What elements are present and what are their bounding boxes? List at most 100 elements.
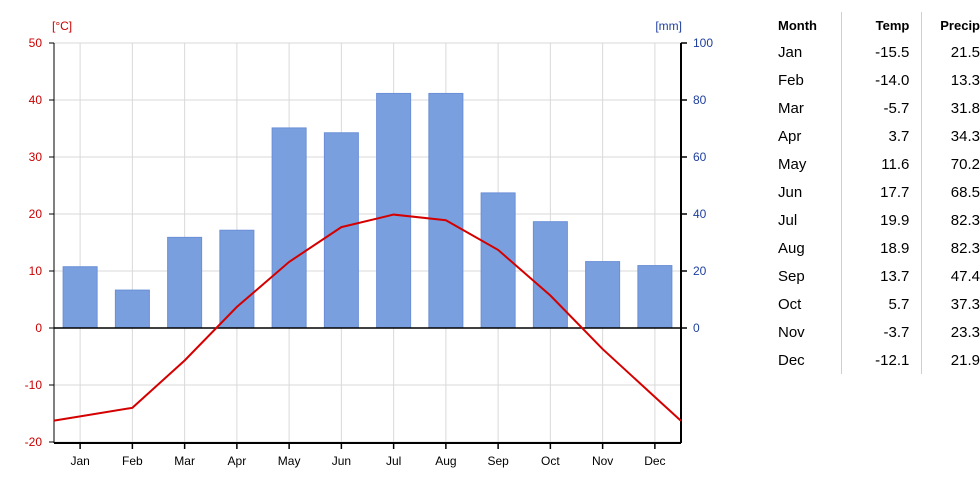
precip-bar-apr: [219, 229, 255, 329]
tick-label-x: Mar: [174, 454, 195, 468]
table-row: Aug 18.9 82.3: [768, 234, 980, 262]
table-row: Nov -3.7 23.3: [768, 318, 980, 346]
tick-label-right: 20: [693, 264, 707, 278]
climate-table: Month Temp Precip Jan -15.5 21.5 Feb -14.0 1…: [768, 12, 980, 374]
tick-label-left: 10: [29, 264, 43, 278]
cell-temp: 5.7: [840, 290, 922, 318]
tick-label-right: 100: [693, 36, 713, 50]
cell-precip: 82.3: [921, 234, 980, 262]
tick-label-x: Nov: [592, 454, 613, 468]
cell-month: Apr: [778, 127, 802, 145]
tick-label-x: Feb: [122, 454, 143, 468]
cell-temp: -15.5: [840, 38, 922, 66]
cell-month: Feb: [778, 71, 804, 89]
cell-month: Jun: [778, 183, 803, 201]
tick-label-left: 40: [29, 93, 43, 107]
cell-month: Aug: [778, 239, 805, 257]
cell-temp: -3.7: [840, 318, 922, 346]
cell-month: Jan: [778, 43, 803, 61]
cell-precip: 82.3: [921, 206, 980, 234]
cell-precip: 31.8: [921, 94, 980, 122]
cell-temp: -5.7: [840, 94, 922, 122]
header-precip: Precip: [921, 12, 980, 38]
precip-bar-jun: [323, 132, 359, 329]
chart-grid: [54, 42, 681, 443]
cell-month: Dec: [778, 351, 805, 369]
cell-precip: 21.5: [921, 38, 980, 66]
precip-bar-may: [271, 127, 307, 329]
cell-precip: 21.9: [921, 346, 980, 374]
cell-month: Sep: [778, 267, 805, 285]
cell-month: Jul: [778, 211, 798, 229]
precip-bars: [62, 92, 673, 329]
tick-label-right: 0: [693, 321, 700, 335]
table-row: Jul 19.9 82.3: [768, 206, 980, 234]
tick-label-x: May: [278, 454, 301, 468]
tick-label-x: Dec: [644, 454, 665, 468]
cell-temp: 3.7: [840, 122, 922, 150]
cell-temp: 17.7: [840, 178, 922, 206]
cell-temp: -14.0: [840, 66, 922, 94]
cell-month: May: [778, 155, 807, 173]
cell-temp: 18.9: [840, 234, 922, 262]
tick-label-x: Aug: [435, 454, 456, 468]
precip-bar-nov: [585, 261, 621, 329]
cell-precip: 68.5: [921, 178, 980, 206]
precip-bar-mar: [167, 236, 203, 329]
tick-label-left: 20: [29, 207, 43, 221]
tick-label-left: -20: [25, 435, 43, 449]
cell-precip: 13.3: [921, 66, 980, 94]
table-row: Sep 13.7 47.4: [768, 262, 980, 290]
temp-line-group: [53, 213, 682, 422]
tick-label-right: 60: [693, 150, 707, 164]
table-row: Mar -5.7 31.8: [768, 94, 980, 122]
tick-label-x: Oct: [541, 454, 560, 468]
table-row: Feb -14.0 13.3: [768, 66, 980, 94]
cell-temp: 13.7: [840, 262, 922, 290]
table-row: Dec -12.1 21.9: [768, 346, 980, 374]
cell-month: Mar: [778, 99, 804, 117]
header-month: Month: [778, 17, 817, 33]
tick-label-x: Jan: [70, 454, 89, 468]
precip-bar-oct: [532, 221, 568, 329]
tick-label-left: 50: [29, 36, 43, 50]
table-row: Jun 17.7 68.5: [768, 178, 980, 206]
cell-precip: 23.3: [921, 318, 980, 346]
chart-axes: [49, 42, 687, 449]
tick-label-x: Apr: [228, 454, 247, 468]
table-header-row: Month Temp Precip: [768, 12, 980, 38]
tick-label-x: Jun: [332, 454, 351, 468]
precip-bar-jul: [376, 92, 412, 329]
tick-label-left: -10: [25, 378, 43, 392]
cell-temp: 19.9: [840, 206, 922, 234]
precip-bar-aug: [428, 92, 464, 329]
climate-table-panel: Month Temp Precip Jan -15.5 21.5 Feb -14.0 1…: [768, 12, 980, 374]
tick-label-right: 40: [693, 207, 707, 221]
tick-label-right: 80: [693, 93, 707, 107]
table-row: May 11.6 70.2: [768, 150, 980, 178]
tick-label-x: Sep: [487, 454, 509, 468]
cell-precip: 34.3: [921, 122, 980, 150]
table-row: Oct 5.7 37.3: [768, 290, 980, 318]
temp-line: [53, 213, 682, 422]
table-row: Jan -15.5 21.5: [768, 38, 980, 66]
left-axis-unit: [°C]: [52, 19, 72, 33]
table-row: Apr 3.7 34.3: [768, 122, 980, 150]
header-temp: Temp: [840, 12, 922, 38]
cell-temp: 11.6: [840, 150, 922, 178]
precip-bar-dec: [637, 265, 673, 329]
right-axis-unit: [mm]: [655, 19, 682, 33]
cell-month: Nov: [778, 323, 805, 341]
cell-precip: 47.4: [921, 262, 980, 290]
precip-bar-feb: [114, 289, 150, 329]
cell-precip: 37.3: [921, 290, 980, 318]
cell-month: Oct: [778, 295, 802, 313]
tick-label-left: 0: [35, 321, 42, 335]
cell-precip: 70.2: [921, 150, 980, 178]
cell-temp: -12.1: [840, 346, 922, 374]
tick-label-left: 30: [29, 150, 43, 164]
tick-label-x: Jul: [386, 454, 401, 468]
precip-bar-jan: [62, 266, 98, 329]
